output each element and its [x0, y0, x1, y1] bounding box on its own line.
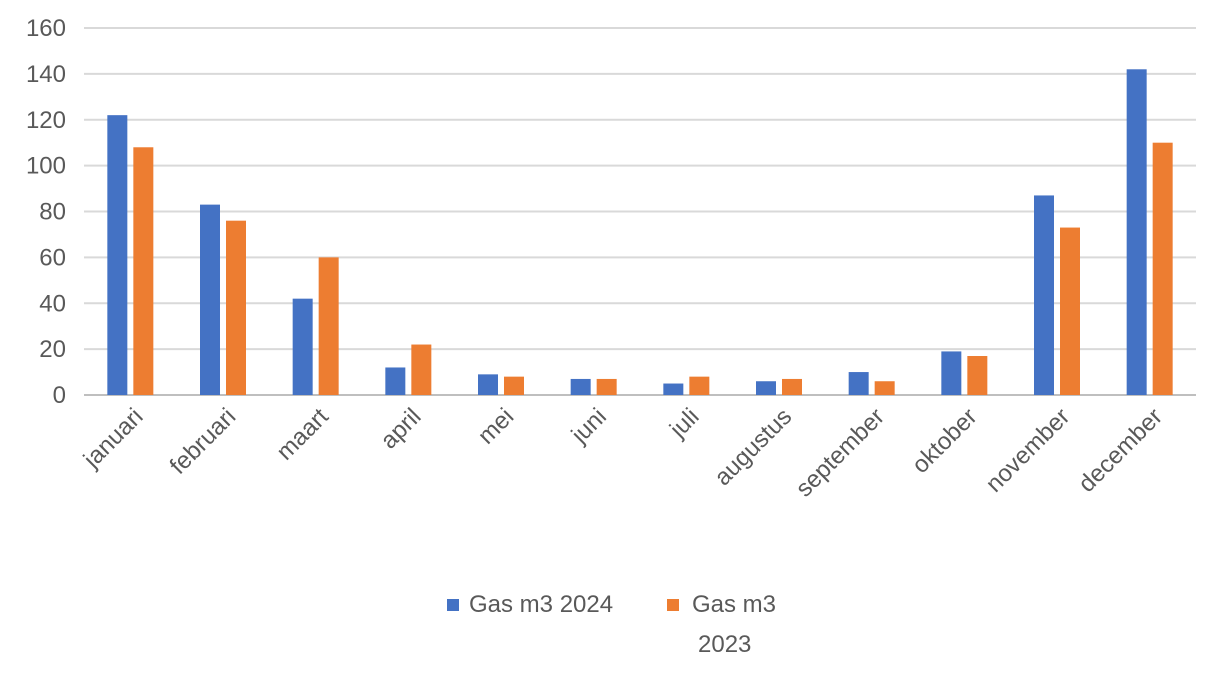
x-category-label: juni — [566, 403, 612, 449]
bars — [107, 69, 1173, 395]
x-category-label: oktober — [907, 403, 983, 479]
y-tick-label: 140 — [26, 61, 66, 88]
x-category-label: december — [1073, 403, 1168, 498]
y-tick-label: 120 — [26, 107, 66, 134]
x-category-label: augustus — [709, 403, 797, 491]
legend-swatch-gas-2024 — [447, 599, 459, 611]
bar-gas-2024 — [570, 378, 591, 395]
x-category-label: juli — [664, 403, 705, 444]
x-category-label: maart — [271, 403, 334, 466]
bar-gas-2024 — [1126, 69, 1147, 395]
bar-gas-2023 — [318, 257, 339, 395]
bar-gas-2023 — [504, 376, 524, 395]
x-category-label: februari — [165, 403, 242, 480]
x-category-label: mei — [473, 403, 519, 449]
legend-label-gas-2023: Gas m3 2023 — [692, 591, 776, 658]
legend-swatch-gas-2023 — [667, 599, 679, 611]
bar-gas-2024 — [1034, 195, 1054, 395]
bar-gas-2023 — [782, 378, 802, 395]
y-axis-tick-labels: 0 20 40 60 80 100 120 140 160 — [26, 15, 66, 409]
bar-gas-2023 — [689, 376, 710, 395]
bar-gas-2023 — [411, 344, 432, 395]
x-category-label: september — [791, 403, 890, 502]
y-tick-label: 0 — [53, 382, 66, 409]
bar-gas-2023 — [226, 220, 246, 395]
bar-gas-2023 — [1152, 142, 1173, 395]
x-category-label: november — [981, 403, 1076, 498]
y-tick-label: 40 — [39, 290, 66, 317]
bar-gas-2023 — [874, 381, 895, 395]
y-tick-label: 80 — [39, 199, 66, 226]
bar-gas-2023 — [133, 147, 154, 395]
x-category-label: april — [375, 403, 426, 454]
legend: Gas m3 2024 Gas m3 2023 — [447, 591, 776, 658]
y-tick-label: 60 — [39, 244, 66, 271]
bar-gas-2024 — [756, 381, 776, 395]
bar-gas-2024 — [200, 204, 220, 395]
bar-gas-2023 — [1060, 227, 1080, 395]
bar-gas-2024 — [848, 372, 869, 395]
y-tick-label: 160 — [26, 15, 66, 42]
y-tick-label: 100 — [26, 153, 66, 180]
bar-gas-2024 — [385, 367, 406, 395]
gridlines — [84, 27, 1196, 396]
bar-gas-2024 — [663, 383, 684, 395]
x-axis-category-labels: januari februari maart april mei juni juli augu… — [78, 403, 1168, 502]
bar-gas-2023 — [596, 378, 617, 395]
bar-gas-2023 — [967, 356, 988, 395]
bar-gas-2024 — [941, 351, 962, 395]
bar-gas-2024 — [292, 298, 313, 395]
bar-gas-2024 — [478, 374, 498, 395]
bar-gas-2024 — [107, 115, 128, 395]
legend-label-gas-2024: Gas m3 2024 — [469, 591, 613, 618]
y-tick-label: 20 — [39, 336, 66, 363]
x-category-label: januari — [78, 403, 149, 474]
